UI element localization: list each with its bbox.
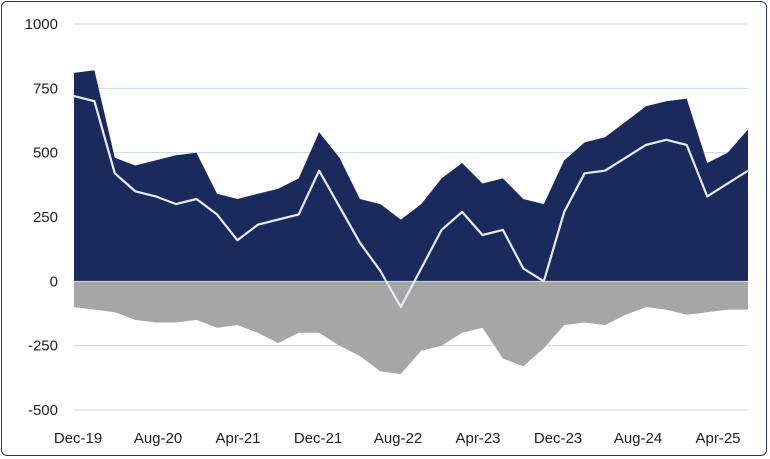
y-tick-label: 250 — [33, 209, 58, 226]
line-series — [73, 95, 749, 309]
y-tick-label: 750 — [33, 80, 58, 97]
y-tick-label: 500 — [33, 145, 58, 162]
y-tick-label: -250 — [28, 338, 58, 355]
x-tick-label: Aug-20 — [134, 430, 182, 447]
x-tick-label: Dec-21 — [294, 430, 342, 447]
area-series-1 — [74, 281, 748, 374]
x-tick-label: Aug-24 — [614, 430, 662, 447]
x-tick-label: Apr-25 — [695, 430, 740, 447]
area-series-0 — [74, 70, 748, 282]
x-tick-label: Dec-23 — [534, 430, 582, 447]
y-tick-label: 1000 — [25, 16, 58, 33]
y-tick-label: -500 — [28, 402, 58, 419]
y-tick-label: 0 — [50, 273, 58, 290]
x-tick-label: Aug-22 — [374, 430, 422, 447]
x-tick-label: Dec-19 — [54, 430, 102, 447]
x-tick-label: Apr-21 — [215, 430, 260, 447]
x-tick-label: Apr-23 — [455, 430, 500, 447]
